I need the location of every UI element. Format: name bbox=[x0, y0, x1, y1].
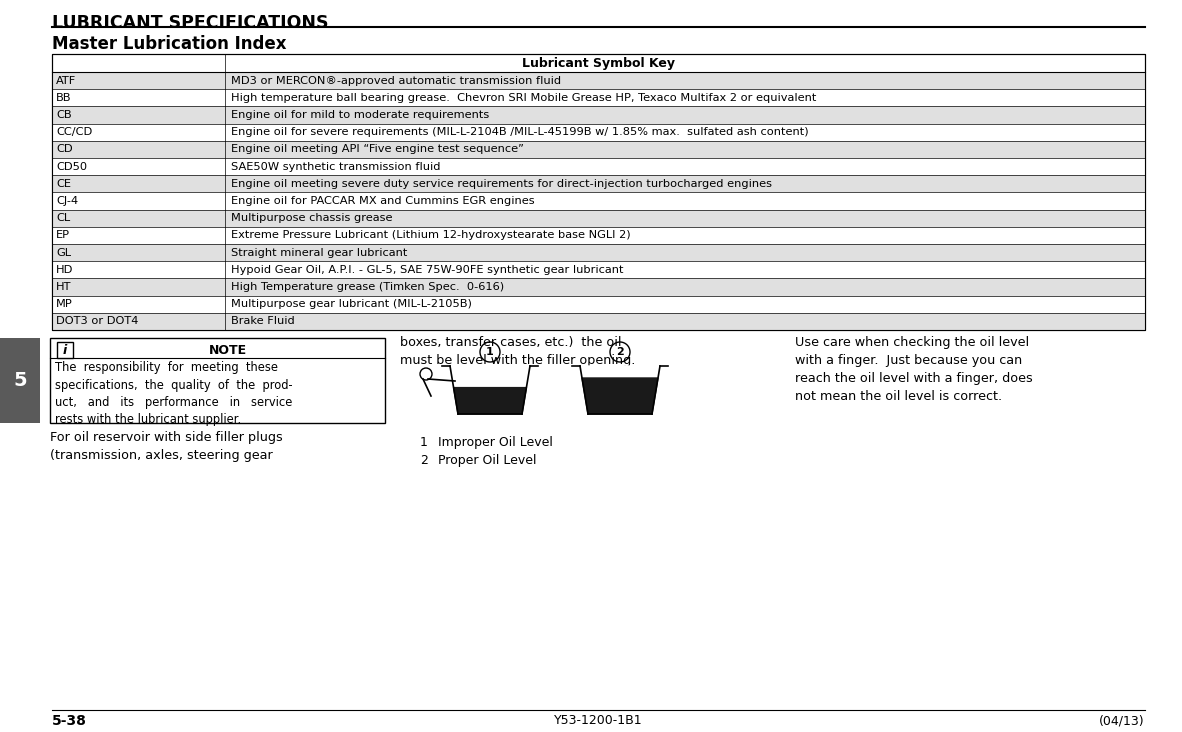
Text: CB: CB bbox=[56, 110, 72, 120]
Text: The  responsibility  for  meeting  these
specifications,  the  quality  of  the : The responsibility for meeting these spe… bbox=[56, 361, 293, 427]
Text: CL: CL bbox=[56, 213, 70, 223]
Text: LUBRICANT SPECIFICATIONS: LUBRICANT SPECIFICATIONS bbox=[52, 14, 329, 32]
Text: Hypoid Gear Oil, A.P.I. - GL-5, SAE 75W-90FE synthetic gear lubricant: Hypoid Gear Oil, A.P.I. - GL-5, SAE 75W-… bbox=[230, 265, 623, 274]
Text: High temperature ball bearing grease.  Chevron SRI Mobile Grease HP, Texaco Mult: High temperature ball bearing grease. Ch… bbox=[230, 93, 817, 102]
Text: EP: EP bbox=[56, 231, 70, 240]
Text: Engine oil meeting severe duty service requirements for direct-injection turboch: Engine oil meeting severe duty service r… bbox=[230, 179, 772, 189]
Bar bbox=[52, 278, 1145, 296]
Bar bbox=[52, 141, 1145, 158]
Text: 5: 5 bbox=[13, 371, 27, 390]
Text: Straight mineral gear lubricant: Straight mineral gear lubricant bbox=[230, 247, 408, 258]
Bar bbox=[52, 313, 1145, 330]
Text: 5-38: 5-38 bbox=[52, 714, 86, 728]
Text: CJ-4: CJ-4 bbox=[56, 196, 78, 206]
Bar bbox=[52, 261, 1145, 278]
Bar bbox=[50, 338, 385, 423]
Bar bbox=[52, 106, 1145, 124]
Polygon shape bbox=[582, 378, 658, 414]
Polygon shape bbox=[454, 388, 526, 414]
Text: 2: 2 bbox=[616, 347, 624, 357]
Text: High Temperature grease (Timken Spec.  0-616): High Temperature grease (Timken Spec. 0-… bbox=[230, 282, 505, 292]
Text: BB: BB bbox=[56, 93, 71, 102]
Text: 1: 1 bbox=[420, 436, 428, 449]
Text: HD: HD bbox=[56, 265, 73, 274]
Bar bbox=[52, 158, 1145, 175]
Bar bbox=[52, 175, 1145, 193]
Text: MD3 or MERCON®-approved automatic transmission fluid: MD3 or MERCON®-approved automatic transm… bbox=[230, 75, 561, 86]
Polygon shape bbox=[450, 366, 530, 414]
Bar bbox=[52, 54, 1145, 330]
Bar bbox=[52, 89, 1145, 106]
Text: Brake Fluid: Brake Fluid bbox=[230, 316, 294, 326]
Text: Engine oil meeting API “Five engine test sequence”: Engine oil meeting API “Five engine test… bbox=[230, 144, 524, 154]
Text: Master Lubrication Index: Master Lubrication Index bbox=[52, 35, 286, 53]
Text: boxes, transfer cases, etc.)  the oil
must be level with the filler opening.: boxes, transfer cases, etc.) the oil mus… bbox=[400, 336, 636, 367]
Text: ATF: ATF bbox=[56, 75, 77, 86]
Bar bbox=[52, 244, 1145, 261]
Text: CC/CD: CC/CD bbox=[56, 127, 92, 137]
Bar bbox=[0, 338, 40, 423]
Text: For oil reservoir with side filler plugs
(transmission, axles, steering gear: For oil reservoir with side filler plugs… bbox=[50, 431, 282, 462]
Text: MP: MP bbox=[56, 299, 73, 309]
Text: SAE50W synthetic transmission fluid: SAE50W synthetic transmission fluid bbox=[230, 162, 441, 171]
Text: Improper Oil Level: Improper Oil Level bbox=[439, 436, 553, 449]
Text: 1: 1 bbox=[486, 347, 494, 357]
Polygon shape bbox=[580, 366, 660, 414]
Text: Lubricant Symbol Key: Lubricant Symbol Key bbox=[522, 56, 675, 70]
Text: CD50: CD50 bbox=[56, 162, 87, 171]
Text: NOTE: NOTE bbox=[208, 343, 247, 356]
Bar bbox=[52, 209, 1145, 227]
Bar bbox=[57, 342, 73, 358]
Text: Engine oil for severe requirements (MIL-L-2104B /MIL-L-45199B w/ 1.85% max.  sul: Engine oil for severe requirements (MIL-… bbox=[230, 127, 808, 137]
Bar bbox=[52, 124, 1145, 141]
Text: DOT3 or DOT4: DOT3 or DOT4 bbox=[56, 316, 138, 326]
Text: Engine oil for mild to moderate requirements: Engine oil for mild to moderate requirem… bbox=[230, 110, 489, 120]
Text: Multipurpose chassis grease: Multipurpose chassis grease bbox=[230, 213, 392, 223]
Bar bbox=[52, 227, 1145, 244]
Text: Use care when checking the oil level
with a finger.  Just because you can
reach : Use care when checking the oil level wit… bbox=[795, 336, 1033, 403]
Text: GL: GL bbox=[56, 247, 71, 258]
Text: Multipurpose gear lubricant (MIL-L-2105B): Multipurpose gear lubricant (MIL-L-2105B… bbox=[230, 299, 472, 309]
Bar bbox=[52, 193, 1145, 209]
Text: Extreme Pressure Lubricant (Lithium 12-hydroxystearate base NGLI 2): Extreme Pressure Lubricant (Lithium 12-h… bbox=[230, 231, 631, 240]
Text: Proper Oil Level: Proper Oil Level bbox=[439, 454, 537, 467]
Text: CE: CE bbox=[56, 179, 71, 189]
Bar bbox=[52, 72, 1145, 89]
Text: (04/13): (04/13) bbox=[1099, 714, 1145, 727]
Text: HT: HT bbox=[56, 282, 71, 292]
Text: Engine oil for PACCAR MX and Cummins EGR engines: Engine oil for PACCAR MX and Cummins EGR… bbox=[230, 196, 534, 206]
Bar bbox=[52, 54, 1145, 330]
Text: CD: CD bbox=[56, 144, 72, 154]
Text: 2: 2 bbox=[420, 454, 428, 467]
Text: i: i bbox=[63, 343, 67, 356]
Bar bbox=[52, 296, 1145, 313]
Text: Y53-1200-1B1: Y53-1200-1B1 bbox=[553, 714, 642, 727]
